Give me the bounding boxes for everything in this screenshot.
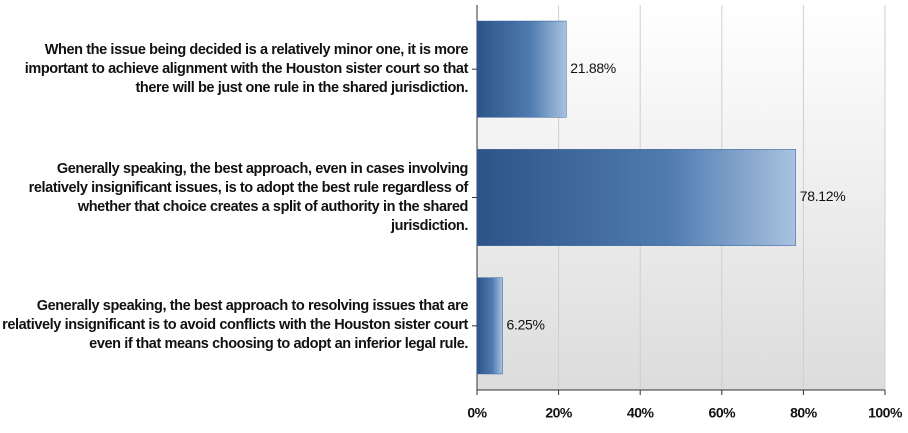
bar [476,277,503,375]
x-tick-label: 20% [545,405,573,421]
category-label: Generally speaking, the best approach, e… [28,160,469,234]
value-label: 21.88% [570,60,616,76]
category-label: Generally speaking, the best approach to… [2,298,468,353]
x-tick-label: 0% [467,405,487,421]
x-tick-label: 40% [627,405,655,421]
value-label: 6.25% [507,317,545,333]
bar [476,149,796,246]
x-tick-label: 100% [868,405,903,421]
x-tick-label: 60% [709,405,737,421]
bar [476,20,567,118]
value-label: 78.12% [800,188,846,204]
category-label: When the issue being decided is a relati… [24,41,469,96]
x-tick-label: 80% [790,405,818,421]
